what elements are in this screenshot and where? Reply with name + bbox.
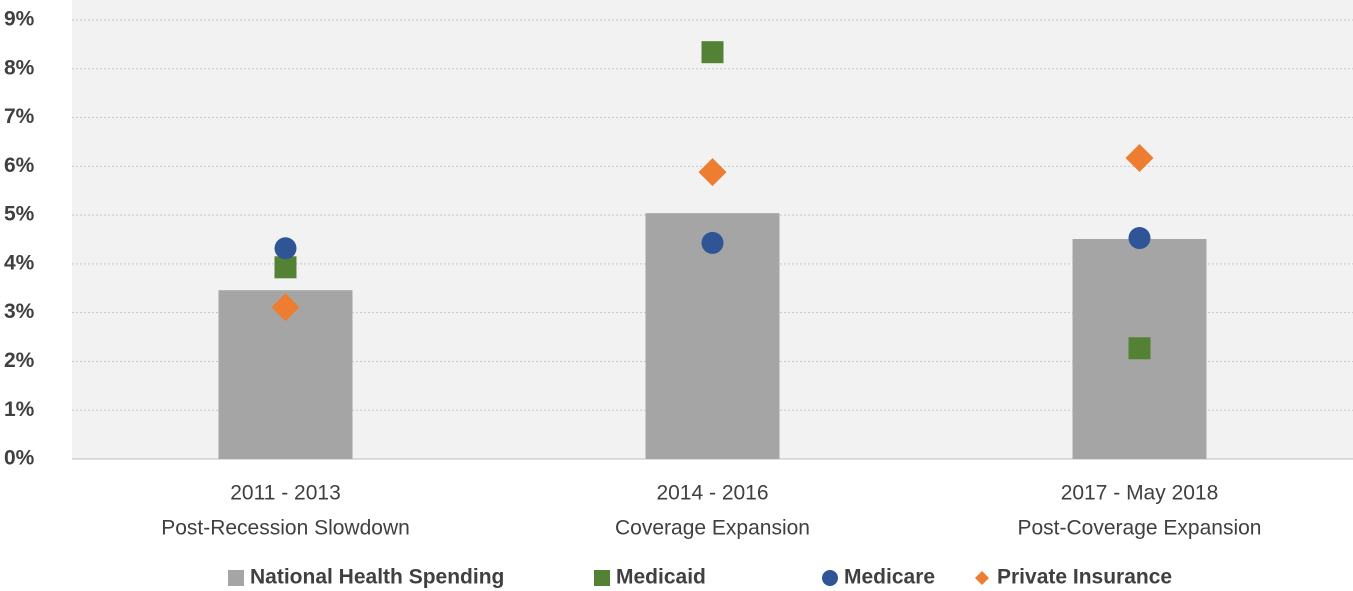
marker bbox=[1128, 337, 1151, 360]
x-tick-label: 2014 - 2016 bbox=[656, 482, 768, 505]
legend-label: Private Insurance bbox=[997, 566, 1172, 589]
y-tick-label: 3% bbox=[4, 300, 35, 323]
y-tick-label: 5% bbox=[4, 203, 35, 226]
y-tick-label: 2% bbox=[4, 349, 35, 372]
bar bbox=[645, 213, 780, 459]
legend-label: Medicaid bbox=[616, 566, 706, 589]
legend-symbol bbox=[594, 570, 610, 586]
marker bbox=[274, 237, 297, 260]
y-tick-label: 4% bbox=[4, 251, 35, 274]
x-tick-label: 2011 - 2013 bbox=[230, 482, 341, 505]
x-tick-label: 2017 - May 2018 bbox=[1061, 482, 1219, 505]
y-tick-label: 9% bbox=[4, 8, 35, 31]
legend-label: National Health Spending bbox=[250, 566, 504, 589]
marker bbox=[701, 231, 724, 254]
x-tick-label: Post-Recession Slowdown bbox=[161, 517, 410, 540]
marker bbox=[271, 293, 300, 322]
y-tick-label: 0% bbox=[4, 447, 35, 470]
y-tick-label: 6% bbox=[4, 154, 35, 177]
y-tick-label: 8% bbox=[4, 56, 35, 79]
marker bbox=[698, 158, 727, 187]
marker bbox=[1128, 227, 1151, 250]
x-tick-label: Coverage Expansion bbox=[615, 517, 810, 540]
legend-symbol bbox=[228, 570, 244, 586]
legend-symbol bbox=[975, 571, 989, 585]
marker bbox=[274, 256, 297, 279]
y-tick-label: 1% bbox=[4, 398, 35, 421]
x-tick-label: Post-Coverage Expansion bbox=[1018, 517, 1262, 540]
legend-label: Medicare bbox=[844, 566, 935, 589]
legend-symbol bbox=[822, 570, 838, 586]
marker bbox=[1125, 144, 1154, 173]
marker bbox=[701, 41, 724, 64]
y-tick-label: 7% bbox=[4, 105, 35, 128]
